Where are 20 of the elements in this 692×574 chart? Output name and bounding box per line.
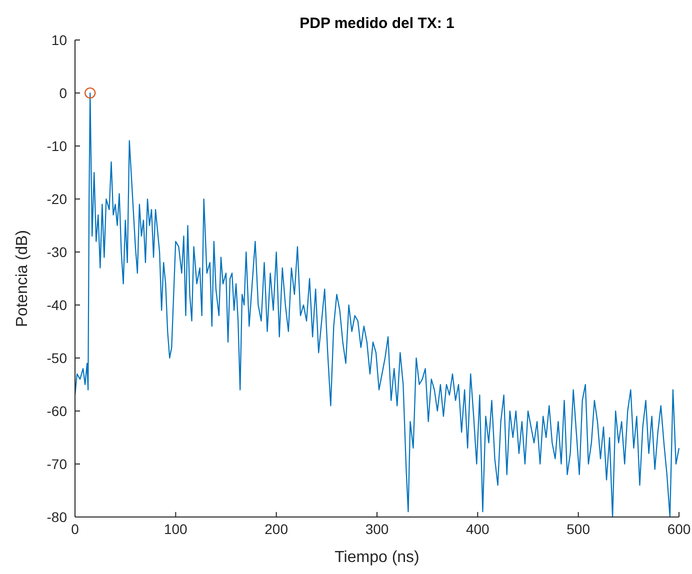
x-tick-label: 200: [264, 521, 288, 537]
x-axis-title: Tiempo (ns): [334, 549, 420, 566]
y-tick-label: -40: [46, 296, 68, 313]
x-tick-label: 400: [466, 521, 490, 537]
x-tick-label: 500: [566, 521, 590, 537]
y-tick-label: 10: [51, 32, 68, 48]
y-tick-label: -20: [46, 190, 68, 207]
y-tick-label: -50: [46, 350, 68, 366]
y-tick-label: -60: [46, 402, 68, 419]
x-tick-label: 0: [71, 521, 80, 537]
y-tick-label: -10: [46, 138, 68, 154]
y-tick-label: -80: [46, 508, 68, 525]
y-axis-title: Potencia (dB): [14, 230, 31, 327]
y-tick-label: 0: [59, 84, 68, 101]
x-tick-label: 300: [365, 521, 389, 537]
chart-title: PDP medido del TX: 1: [300, 15, 454, 32]
y-tick-label: -30: [46, 244, 68, 260]
y-tick-label: -70: [46, 456, 68, 472]
x-tick-label: 100: [164, 521, 188, 537]
x-tick-label: 600: [667, 521, 691, 537]
